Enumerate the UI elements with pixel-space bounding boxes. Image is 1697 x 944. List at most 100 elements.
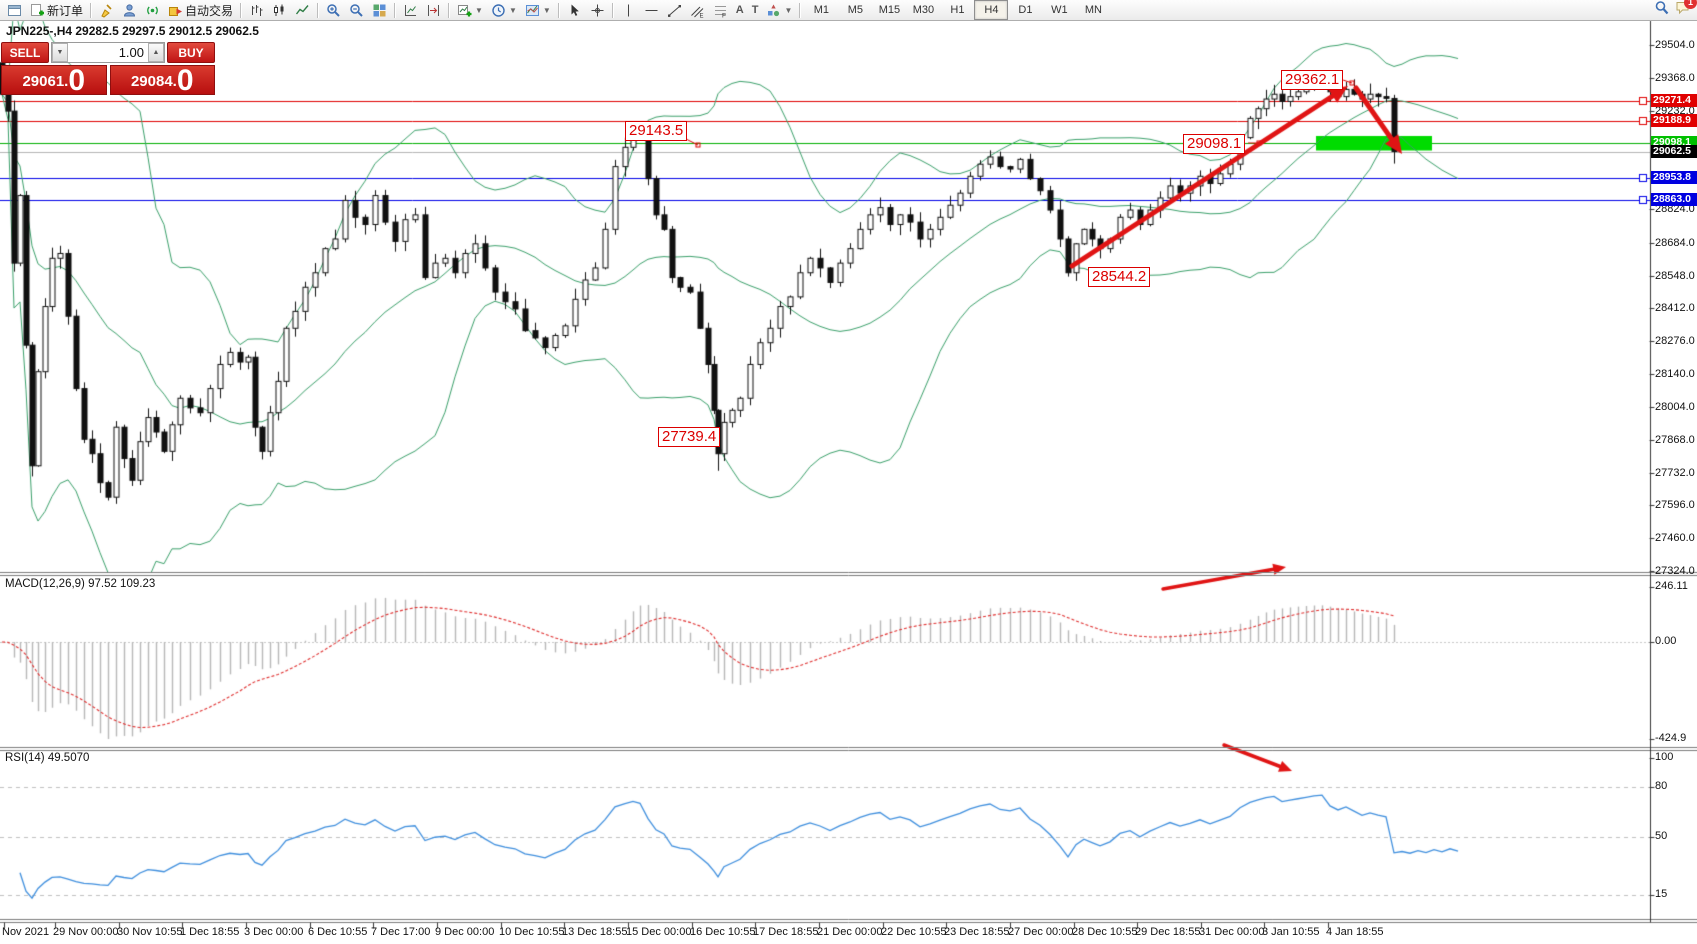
timeline-label: 31 Dec 00:00 bbox=[1199, 926, 1265, 938]
price-annotation-label[interactable]: 27739.4 bbox=[658, 427, 721, 447]
cursor-tool-icon[interactable] bbox=[563, 0, 586, 21]
arrows-tool-icon bbox=[766, 3, 781, 18]
timeline-label: 16 Dec 10:55 bbox=[690, 926, 756, 938]
price-annotation-label[interactable]: 29143.5 bbox=[625, 121, 688, 141]
timeline-label: 10 Dec 10:55 bbox=[499, 926, 565, 938]
chart-window-icon bbox=[7, 3, 22, 18]
buy-button[interactable]: BUY bbox=[167, 42, 215, 63]
profile-icon[interactable] bbox=[118, 0, 141, 21]
timeframe-button-d1[interactable]: D1 bbox=[1018, 4, 1033, 16]
timeline-label: 13 Dec 18:55 bbox=[562, 926, 628, 938]
price-axis-badge: 29188.9 bbox=[1651, 114, 1697, 128]
timeframe-button-mn[interactable]: MN bbox=[1084, 4, 1102, 16]
price-axis-tick-label: 27596.0 bbox=[1655, 499, 1695, 512]
new-order-button[interactable]: 新订单 bbox=[26, 0, 87, 21]
price-axis-tick-label: 27732.0 bbox=[1655, 466, 1695, 479]
volume-field[interactable]: 1.00 bbox=[118, 45, 144, 60]
buy-price-last-digit: 0 bbox=[176, 64, 194, 97]
price-annotation-label[interactable]: 29362.1 bbox=[1281, 70, 1344, 90]
search-icon[interactable] bbox=[1654, 0, 1669, 20]
price-axis-badge: 28953.8 bbox=[1651, 170, 1697, 184]
chat-icon[interactable]: 1 bbox=[1675, 0, 1697, 20]
tile-windows-icon[interactable] bbox=[368, 0, 391, 21]
timeline-label: Nov 2021 bbox=[2, 926, 50, 938]
zoom-in-icon[interactable] bbox=[322, 0, 345, 21]
cleanup-icon bbox=[99, 3, 114, 18]
macd-axis-label: 246.11 bbox=[1655, 580, 1688, 592]
toolbar-separator bbox=[448, 2, 451, 18]
new-order-button-label: 新订单 bbox=[47, 3, 84, 18]
bar-chart-icon[interactable] bbox=[245, 0, 268, 21]
periods-icon[interactable]: ▼ bbox=[487, 0, 521, 21]
notification-badge: 1 bbox=[1684, 0, 1697, 9]
chevron-down-icon: ▼ bbox=[475, 5, 483, 15]
fibonacci-tool-icon[interactable]: F bbox=[709, 0, 732, 21]
text-tool-icon[interactable]: A bbox=[732, 0, 748, 21]
crosshair-tool-icon[interactable] bbox=[586, 0, 609, 21]
main-toolbar: 新订单 自动交易 ▼ ▼ ▼ E F A T ▼ M1 M5 M15 M30 H1 H4 D1 W1 MN 1 bbox=[0, 0, 1697, 21]
timeframe-button-h1[interactable]: H1 bbox=[950, 4, 965, 16]
price-axis-tick-label: 29504.0 bbox=[1655, 39, 1695, 51]
toolbar-separator bbox=[611, 2, 614, 18]
signals-icon bbox=[145, 3, 160, 18]
add-indicator-icon bbox=[457, 3, 472, 18]
sell-price-panel[interactable]: 29061. 0 bbox=[1, 64, 107, 97]
label-tool-icon[interactable]: T bbox=[748, 0, 763, 21]
timeline-label: 4 Jan 18:55 bbox=[1326, 926, 1384, 938]
timeframe-button-h4[interactable]: H4 bbox=[974, 0, 1009, 20]
timeline-label: 23 Dec 18:55 bbox=[944, 926, 1010, 938]
cleanup-icon[interactable] bbox=[95, 0, 118, 21]
chart-shift-icon[interactable] bbox=[422, 0, 445, 21]
timeline-label: 27 Dec 00:00 bbox=[1008, 926, 1074, 938]
cursor-tool-icon bbox=[567, 3, 582, 18]
timeframe-button-w1[interactable]: W1 bbox=[1051, 4, 1068, 16]
toolbar-separator bbox=[557, 2, 560, 18]
macd-axis-label: -424.9 bbox=[1655, 732, 1687, 744]
price-annotation-label[interactable]: 29098.1 bbox=[1183, 134, 1246, 154]
toolbar-separator bbox=[90, 2, 93, 18]
timeline-label: 29 Dec 18:55 bbox=[1135, 926, 1201, 938]
price-axis-tick-label: 28004.0 bbox=[1655, 400, 1695, 413]
zoom-out-icon bbox=[349, 3, 364, 18]
periods-icon bbox=[491, 3, 506, 18]
auto-trading-button[interactable]: 自动交易 bbox=[164, 0, 237, 21]
toolbar-separator bbox=[799, 2, 802, 18]
arrows-tool-icon[interactable]: ▼ bbox=[762, 0, 796, 21]
templates-icon[interactable]: ▼ bbox=[521, 0, 555, 21]
buy-price: 29084. bbox=[130, 73, 177, 90]
vertical-line-tool-icon[interactable] bbox=[617, 0, 640, 21]
sell-button[interactable]: SELL bbox=[1, 42, 49, 63]
volume-decrease-button[interactable]: ▼ bbox=[52, 43, 68, 62]
timeline-label: 28 Dec 10:55 bbox=[1072, 926, 1138, 938]
chart-symbol-header: JPN225-,H4 29282.5 29297.5 29012.5 29062… bbox=[6, 24, 259, 38]
candlestick-chart-icon[interactable] bbox=[268, 0, 291, 21]
signals-icon[interactable] bbox=[141, 0, 164, 21]
svg-text:F: F bbox=[722, 12, 726, 18]
timeframe-button-m5[interactable]: M5 bbox=[847, 4, 864, 16]
macd-axis-label: 0.00 bbox=[1655, 635, 1677, 647]
price-axis-tick-label: 27460.0 bbox=[1655, 532, 1695, 545]
horizontal-line-tool-icon[interactable] bbox=[640, 0, 663, 21]
buy-price-panel[interactable]: 29084. 0 bbox=[109, 64, 215, 97]
trendline-tool-icon[interactable] bbox=[663, 0, 686, 21]
timeframe-button-m1[interactable]: M1 bbox=[813, 4, 830, 16]
add-indicator-icon[interactable]: ▼ bbox=[453, 0, 487, 21]
timeline-label: 15 Dec 00:00 bbox=[626, 926, 692, 938]
tile-windows-icon bbox=[372, 3, 387, 18]
price-axis-tick-label: 29232.0 bbox=[1655, 104, 1695, 117]
rsi-axis-label: 100 bbox=[1655, 751, 1674, 763]
timeframe-button-m15[interactable]: M15 bbox=[878, 4, 901, 16]
equidistant-channel-tool-icon[interactable]: E bbox=[686, 0, 709, 21]
line-chart-icon[interactable] bbox=[291, 0, 314, 21]
price-annotation-label[interactable]: 28544.2 bbox=[1088, 267, 1151, 287]
toolbar-separator bbox=[394, 2, 397, 18]
timeline-label: 7 Dec 17:00 bbox=[371, 926, 431, 938]
sell-price-last-digit: 0 bbox=[68, 64, 86, 97]
rsi-indicator-label: RSI(14) 49.5070 bbox=[5, 752, 90, 764]
volume-increase-button[interactable]: ▲ bbox=[148, 43, 164, 62]
timeframe-button-m30[interactable]: M30 bbox=[912, 4, 935, 16]
zoom-out-icon[interactable] bbox=[345, 0, 368, 21]
chart-window-icon[interactable] bbox=[3, 0, 26, 21]
auto-arrange-icon[interactable] bbox=[399, 0, 422, 21]
